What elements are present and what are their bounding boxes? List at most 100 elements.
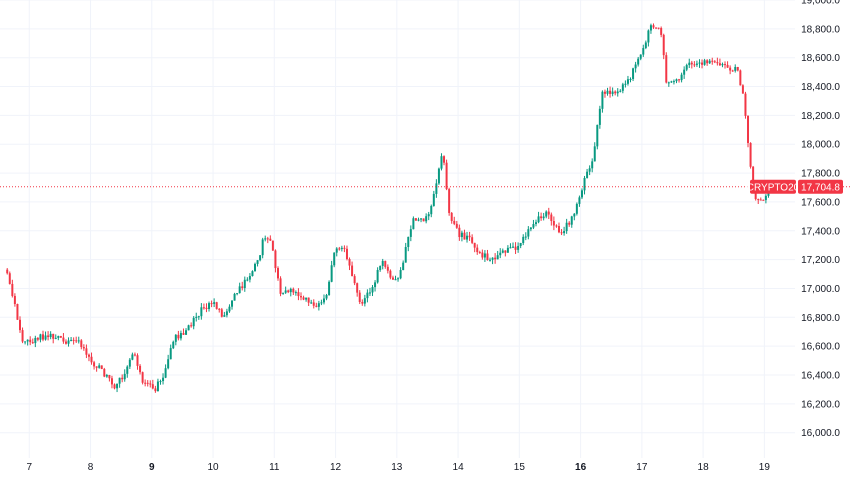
candle-body[interactable]	[202, 307, 205, 309]
candle-body[interactable]	[256, 260, 259, 264]
candle-body[interactable]	[448, 189, 451, 213]
candle-body[interactable]	[310, 302, 313, 304]
candle-body[interactable]	[609, 90, 612, 94]
candle-body[interactable]	[458, 227, 461, 238]
candle-body[interactable]	[672, 81, 675, 83]
candle-body[interactable]	[675, 79, 678, 82]
candle-body[interactable]	[519, 243, 522, 246]
candle-body[interactable]	[545, 211, 548, 217]
candle-body[interactable]	[85, 348, 88, 355]
candle-body[interactable]	[583, 177, 586, 191]
x-axis[interactable]: 7 8 9 10 11 12 13 14 15 16 17 18 19	[26, 462, 770, 473]
candle-body[interactable]	[690, 62, 693, 65]
candle-body[interactable]	[52, 333, 55, 339]
candle-body[interactable]	[721, 64, 724, 66]
candle-body[interactable]	[647, 30, 650, 43]
candle-body[interactable]	[440, 156, 443, 169]
candle-body[interactable]	[62, 337, 65, 342]
candle-body[interactable]	[128, 359, 131, 367]
candle-body[interactable]	[213, 302, 216, 304]
candle-body[interactable]	[302, 297, 305, 300]
candle-body[interactable]	[366, 292, 369, 299]
candle-body[interactable]	[430, 205, 433, 215]
candle-body[interactable]	[307, 297, 310, 303]
candle-body[interactable]	[478, 252, 481, 254]
candle-body[interactable]	[149, 383, 152, 385]
candle-body[interactable]	[575, 203, 578, 214]
candle-body[interactable]	[259, 255, 262, 261]
candle-body[interactable]	[476, 247, 479, 253]
candle-body[interactable]	[121, 377, 124, 380]
candle-body[interactable]	[473, 242, 476, 248]
candle-body[interactable]	[210, 303, 213, 305]
candle-body[interactable]	[573, 213, 576, 217]
candle-body[interactable]	[435, 183, 438, 194]
candle-body[interactable]	[335, 248, 338, 253]
candle-body[interactable]	[632, 68, 635, 79]
candle-body[interactable]	[611, 91, 614, 94]
candle-body[interactable]	[578, 197, 581, 204]
candle-body[interactable]	[297, 292, 300, 297]
candle-body[interactable]	[588, 168, 591, 172]
candle-body[interactable]	[655, 27, 658, 29]
candle-body[interactable]	[116, 383, 119, 389]
candle-body[interactable]	[453, 220, 456, 224]
candle-body[interactable]	[414, 218, 417, 221]
candle-body[interactable]	[711, 60, 714, 62]
candle-body[interactable]	[113, 384, 116, 389]
candle-body[interactable]	[215, 302, 218, 309]
candle-body[interactable]	[685, 65, 688, 70]
candle-body[interactable]	[6, 269, 9, 274]
candle-body[interactable]	[708, 60, 711, 64]
candle-body[interactable]	[443, 156, 446, 163]
candle-body[interactable]	[54, 337, 57, 339]
candle-body[interactable]	[41, 334, 44, 340]
candle-body[interactable]	[26, 339, 29, 342]
candle-body[interactable]	[371, 287, 374, 293]
candle-body[interactable]	[126, 366, 129, 374]
candle-body[interactable]	[639, 54, 642, 59]
candle-body[interactable]	[384, 260, 387, 267]
candle-body[interactable]	[333, 252, 336, 266]
candle-body[interactable]	[744, 93, 747, 116]
candle-body[interactable]	[248, 276, 251, 280]
candle-body[interactable]	[75, 340, 78, 342]
candle-body[interactable]	[34, 337, 37, 344]
candle-body[interactable]	[407, 236, 410, 248]
candle-body[interactable]	[718, 63, 721, 66]
candle-body[interactable]	[353, 276, 356, 284]
candle-body[interactable]	[601, 91, 604, 109]
candle-body[interactable]	[552, 221, 555, 226]
candle-body[interactable]	[264, 238, 267, 240]
candle-body[interactable]	[151, 384, 154, 389]
candle-body[interactable]	[136, 355, 139, 366]
candle-body[interactable]	[72, 339, 75, 341]
candle-body[interactable]	[18, 319, 21, 331]
candle-body[interactable]	[233, 293, 236, 301]
candle-body[interactable]	[200, 307, 203, 317]
candle-body[interactable]	[524, 236, 527, 238]
candle-body[interactable]	[496, 255, 499, 260]
candle-body[interactable]	[325, 295, 328, 299]
candle-body[interactable]	[185, 330, 188, 335]
candle-body[interactable]	[338, 248, 341, 250]
candle-body[interactable]	[251, 271, 254, 277]
candle-body[interactable]	[162, 377, 165, 382]
candle-body[interactable]	[179, 333, 182, 339]
candle-body[interactable]	[752, 166, 755, 184]
candle-body[interactable]	[279, 278, 282, 294]
candle-body[interactable]	[522, 236, 525, 244]
candle-body[interactable]	[172, 341, 175, 349]
candle-body[interactable]	[64, 341, 67, 344]
candle-body[interactable]	[764, 195, 767, 201]
candle-body[interactable]	[110, 378, 113, 385]
candle-body[interactable]	[693, 64, 696, 66]
candle-body[interactable]	[284, 290, 287, 293]
candle-body[interactable]	[749, 142, 752, 167]
candle-body[interactable]	[540, 216, 543, 219]
candle-body[interactable]	[358, 292, 361, 302]
candle-body[interactable]	[660, 28, 663, 35]
candle-body[interactable]	[762, 199, 765, 201]
candle-body[interactable]	[328, 281, 331, 296]
